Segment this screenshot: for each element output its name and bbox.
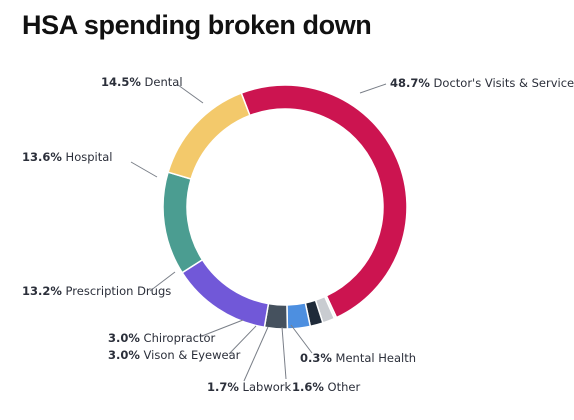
label-percent: 1.7% — [207, 380, 239, 394]
label-vison-eyewear: 3.0% Vison & Eyewear — [108, 348, 241, 362]
leader-line-labwork — [243, 326, 269, 382]
label-category: Hospital — [62, 150, 113, 164]
slice-hospital — [162, 171, 204, 274]
donut-slices — [162, 84, 408, 330]
leader-line-other — [281, 326, 287, 380]
leader-lines — [130, 83, 387, 382]
label-percent: 14.5% — [101, 75, 141, 89]
label-labwork: 1.7% Labwork — [207, 380, 291, 394]
label-percent: 3.0% — [108, 331, 140, 345]
label-dental: 14.5% Dental — [101, 75, 183, 89]
slice-dental — [167, 92, 251, 180]
label-other: 1.6% Other — [292, 380, 360, 394]
label-chiropractor: 3.0% Chiropractor — [108, 331, 216, 345]
label-category: Doctor's Visits & Services — [430, 76, 574, 90]
leader-line-vison-eyewear — [228, 325, 257, 355]
label-hospital: 13.6% Hospital — [22, 150, 112, 164]
label-doctor-s-visits-services: 48.7% Doctor's Visits & Services — [390, 76, 574, 90]
label-category: Prescription Drugs — [62, 284, 171, 298]
leader-line-hospital — [130, 161, 158, 178]
slice-vison-eyewear — [286, 301, 312, 330]
leader-line-doctor-s-visits-services — [359, 83, 387, 94]
label-category: Labwork — [239, 380, 292, 394]
label-percent: 3.0% — [108, 348, 140, 362]
label-percent: 13.6% — [22, 150, 62, 164]
label-percent: 1.6% — [292, 380, 324, 394]
label-category: Vison & Eyewear — [140, 348, 241, 362]
leader-line-prescription-drugs — [149, 271, 176, 292]
slice-labels: 48.7% Doctor's Visits & Services 0.3% Men… — [22, 75, 574, 394]
label-category: Other — [324, 380, 361, 394]
slice-doctor-s-visits-services — [240, 84, 408, 319]
page-title: HSA spending broken down — [22, 10, 372, 40]
label-percent: 13.2% — [22, 284, 62, 298]
leader-line-mental-health — [290, 324, 313, 354]
leader-line-dental — [177, 84, 204, 104]
label-prescription-drugs: 13.2% Prescription Drugs — [22, 284, 171, 298]
slice-prescription-drugs — [181, 258, 270, 329]
label-category: Chiropractor — [140, 331, 216, 345]
label-category: Mental Health — [332, 351, 416, 365]
label-mental-health: 0.3% Mental Health — [300, 351, 416, 365]
label-category: Dental — [141, 75, 183, 89]
label-percent: 48.7% — [390, 76, 430, 90]
leader-line-chiropractor — [201, 319, 244, 337]
label-percent: 0.3% — [300, 351, 332, 365]
